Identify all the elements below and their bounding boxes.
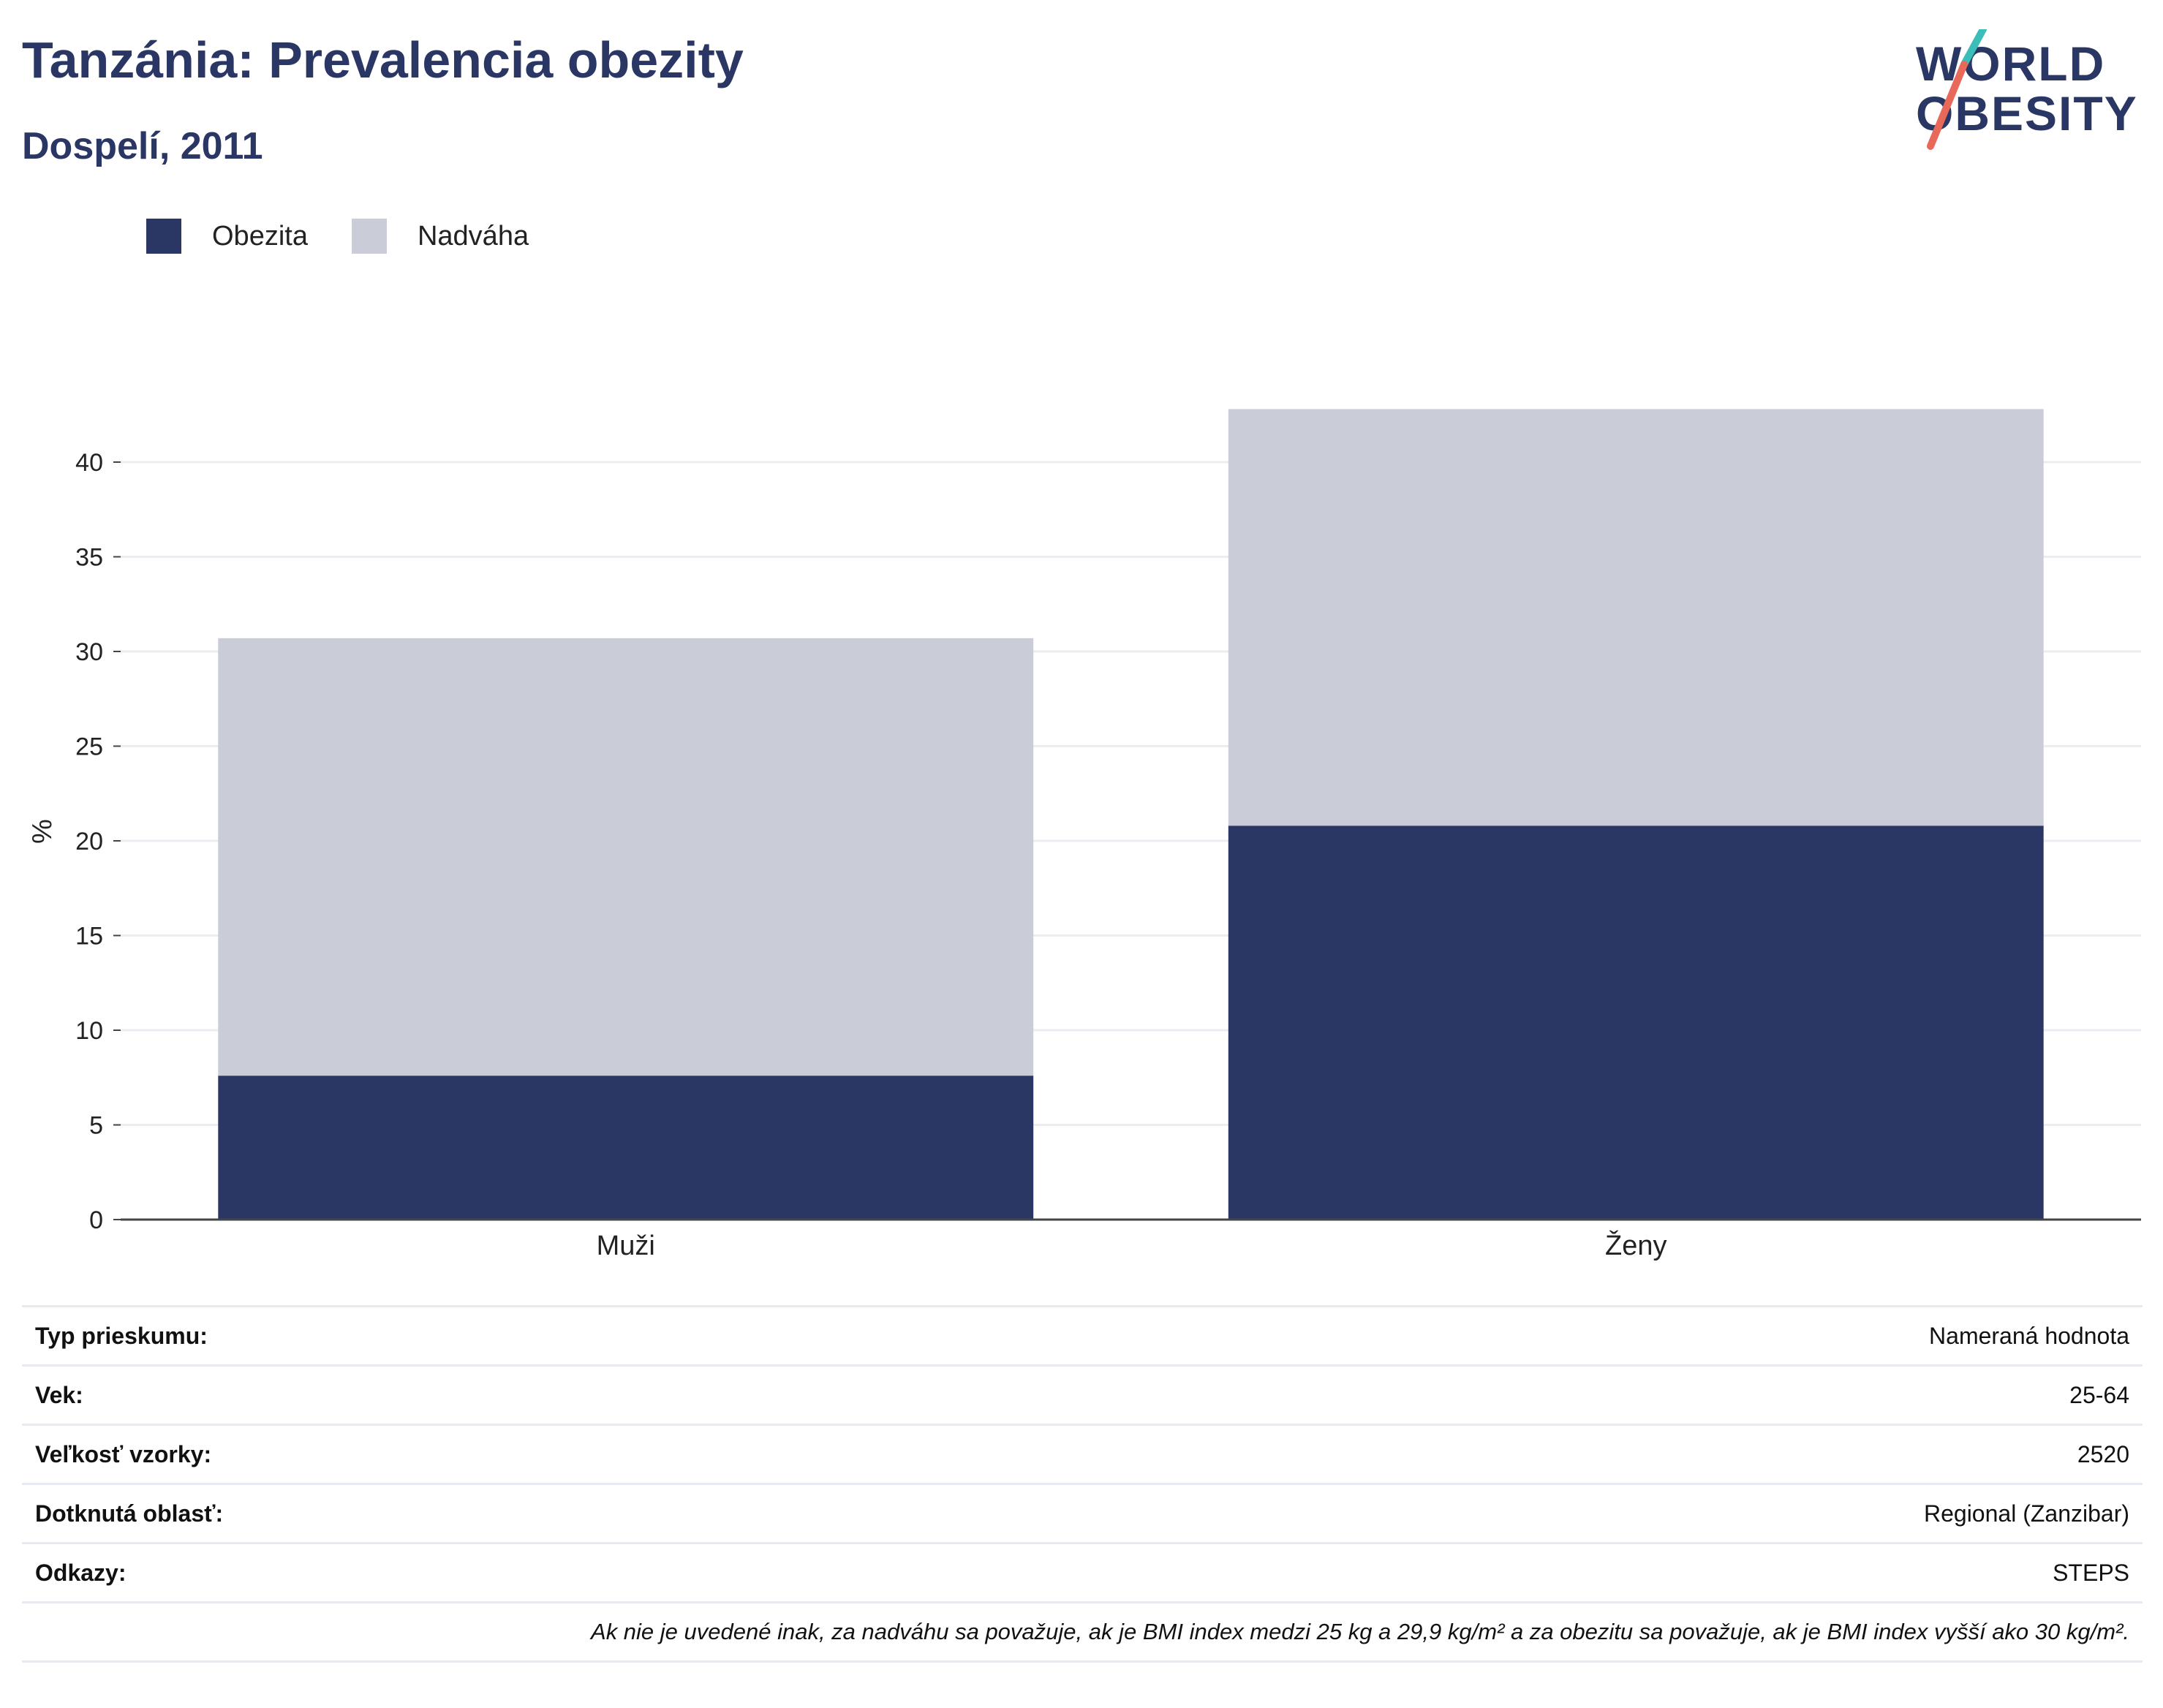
info-table: Typ prieskumu: Nameraná hodnota Vek: 25-…: [22, 1305, 2143, 1663]
bar-nadvaha-1: [1228, 409, 2044, 826]
chart-subtitle: Dospelí, 2011: [22, 125, 263, 167]
legend: Obezita Nadváha: [146, 218, 573, 254]
legend-swatch-obezita: [146, 219, 181, 254]
info-key: Dotknutá oblasť:: [35, 1500, 224, 1527]
y-tick-label: 25: [75, 733, 103, 761]
legend-swatch-nadvaha: [351, 219, 387, 254]
info-value: Nameraná hodnota: [1929, 1322, 2129, 1349]
y-tick-label: 35: [75, 544, 103, 572]
info-key: Veľkosť vzorky:: [35, 1440, 212, 1467]
legend-item-obezita[interactable]: Obezita: [146, 219, 308, 254]
y-tick-label: 0: [89, 1206, 103, 1234]
y-tick-label: 5: [89, 1112, 103, 1140]
info-row-survey-type: Typ prieskumu: Nameraná hodnota: [22, 1305, 2143, 1364]
info-key: Typ prieskumu:: [35, 1322, 208, 1349]
y-tick-label: 20: [75, 828, 103, 855]
world-obesity-logo: WORLD OBESITY: [1901, 29, 2143, 161]
bar-nadvaha-0: [218, 638, 1034, 1076]
info-value: 2520: [2077, 1440, 2129, 1467]
footnote: Ak nie je uvedené inak, za nadváhu sa po…: [22, 1601, 2143, 1663]
bar-obezita-1: [1228, 825, 2044, 1220]
x-tick-label: Muži: [597, 1231, 655, 1261]
info-value[interactable]: STEPS: [2053, 1559, 2129, 1586]
y-tick-label: 40: [75, 449, 103, 477]
info-row-sample-size: Veľkosť vzorky: 2520: [22, 1424, 2143, 1483]
info-key: Vek:: [35, 1381, 83, 1408]
info-row-area: Dotknutá oblasť: Regional (Zanzibar): [22, 1483, 2143, 1542]
info-value: Regional (Zanzibar): [1923, 1500, 2129, 1527]
bar-chart: 0 5 10 15 20 25 30 35 40% Muži Ženy: [27, 409, 2141, 1261]
legend-item-nadvaha[interactable]: Nadváha: [351, 219, 529, 254]
legend-label-nadvaha: Nadváha: [417, 220, 529, 252]
y-tick-label: 15: [75, 923, 103, 951]
info-row-references: Odkazy: STEPS: [22, 1542, 2143, 1601]
chart-title: Tanzánia: Prevalencia obezity: [22, 31, 744, 88]
bar-obezita-0: [218, 1076, 1034, 1220]
info-row-age: Vek: 25-64: [22, 1364, 2143, 1424]
y-axis-label: %: [27, 819, 58, 844]
y-tick-label: 10: [75, 1017, 103, 1045]
logo-slash-icon: [1927, 29, 1987, 150]
x-tick-label: Ženy: [1605, 1230, 1666, 1261]
logo-line-1: WORLD: [1916, 37, 2106, 91]
info-value: 25-64: [2069, 1381, 2129, 1408]
legend-label-obezita: Obezita: [212, 220, 308, 252]
info-key: Odkazy:: [35, 1559, 127, 1586]
y-tick-label: 30: [75, 638, 103, 666]
